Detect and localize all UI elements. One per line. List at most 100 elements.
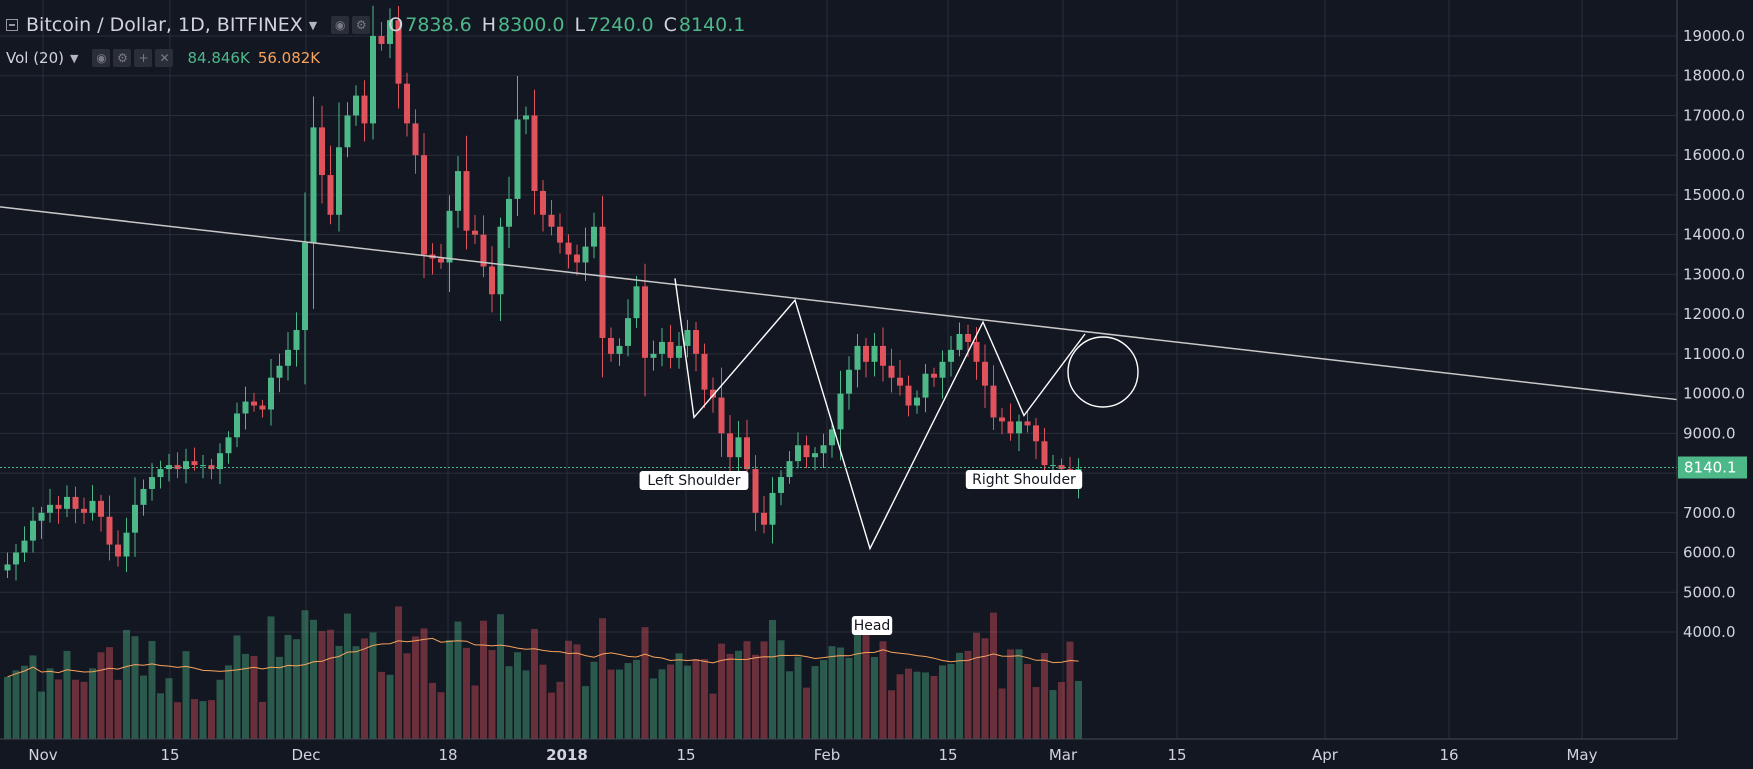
breakout-circle[interactable] xyxy=(1067,336,1139,408)
volume-bar xyxy=(378,671,385,739)
candle xyxy=(1024,410,1031,433)
candle xyxy=(1016,414,1022,452)
gear-icon[interactable]: ⚙ xyxy=(113,49,132,67)
candle xyxy=(548,199,555,236)
volume-bar xyxy=(820,660,827,739)
candle-body xyxy=(905,385,912,406)
volume-moving-average-line xyxy=(7,637,1079,678)
candle-body xyxy=(157,469,164,478)
candle-body xyxy=(650,353,657,358)
candle-body xyxy=(259,405,266,410)
candle-body xyxy=(89,500,96,513)
price-tag-box xyxy=(1678,456,1747,479)
volume-bar xyxy=(123,629,130,739)
candle xyxy=(106,495,113,561)
price-tick-label: 19000.0 xyxy=(1683,27,1745,45)
candle-body xyxy=(897,377,903,386)
candle xyxy=(625,299,631,357)
price-tag-text: 8140.1 xyxy=(1684,459,1737,477)
candle xyxy=(506,176,512,248)
volume-ma-value: 56.082K xyxy=(257,49,321,67)
price-axis[interactable] xyxy=(1677,0,1753,769)
volume-bar xyxy=(250,655,258,739)
time-tick-label: 15 xyxy=(676,746,695,764)
candle xyxy=(404,72,410,137)
candle xyxy=(480,215,487,278)
candle xyxy=(47,488,53,523)
annotation-label[interactable]: Right Shoulder xyxy=(965,470,1083,489)
symbol-title[interactable]: Bitcoin / Dollar, 1D, BITFINEX xyxy=(26,14,303,36)
descending-trendline[interactable] xyxy=(0,206,1678,401)
candle-body xyxy=(982,361,988,386)
volume-bar xyxy=(446,640,453,739)
candle xyxy=(616,338,623,366)
volume-bar xyxy=(276,656,283,739)
volume-bar xyxy=(318,631,326,739)
candle xyxy=(863,338,869,378)
annotation-text: Left Shoulder xyxy=(647,473,740,489)
volume-indicator-label[interactable]: Vol (20) xyxy=(6,49,65,67)
volume-bar xyxy=(437,692,445,739)
candle-body xyxy=(480,234,487,267)
volume-bar xyxy=(701,659,708,739)
annotation-box xyxy=(965,470,1083,489)
candle xyxy=(557,213,563,254)
candle-body xyxy=(667,341,674,358)
candle-body xyxy=(999,417,1005,422)
plus-icon[interactable]: + xyxy=(134,49,153,67)
candle xyxy=(200,455,206,479)
candle-body xyxy=(361,95,368,124)
candle xyxy=(140,479,147,516)
candle-body xyxy=(863,345,869,362)
candle-body xyxy=(888,365,895,378)
volume-bar xyxy=(1024,663,1031,739)
volume-bar xyxy=(726,653,734,739)
candle-body xyxy=(931,373,937,378)
candle xyxy=(931,367,937,387)
candle xyxy=(778,470,784,506)
time-tick-label: Apr xyxy=(1312,746,1339,764)
candle xyxy=(489,246,495,313)
chevron-down-icon[interactable]: ▼ xyxy=(70,51,79,65)
time-tick-label: 16 xyxy=(1439,746,1458,764)
settings-icon[interactable]: ◉ xyxy=(92,49,111,67)
candle-body xyxy=(217,453,223,470)
head-and-shoulders-pattern-lines[interactable] xyxy=(674,278,1086,551)
candle xyxy=(251,392,257,412)
price-tick-label: 5000.0 xyxy=(1683,583,1736,601)
chevron-down-icon[interactable]: ▼ xyxy=(308,18,318,32)
volume-bar xyxy=(335,645,343,739)
volume-bar xyxy=(148,640,156,739)
annotation-label[interactable]: Head xyxy=(851,616,893,635)
gear-icon[interactable]: ⚙ xyxy=(352,16,371,34)
close-key: C xyxy=(663,14,677,36)
candle-body xyxy=(183,461,189,470)
candle-body xyxy=(463,171,470,231)
candle xyxy=(497,217,504,321)
volume-bar xyxy=(182,651,190,739)
candle-body xyxy=(276,365,283,378)
symbol-row: Bitcoin / Dollar, 1D, BITFINEX ▼ ◉ ⚙ O 78… xyxy=(6,14,745,36)
volume-bar xyxy=(573,644,581,739)
volume-bar xyxy=(956,652,963,739)
volume-bar xyxy=(497,614,504,739)
annotation-label[interactable]: Left Shoulder xyxy=(639,471,749,490)
candle xyxy=(676,332,682,369)
volume-bar xyxy=(854,624,861,739)
close-icon[interactable]: ✕ xyxy=(155,49,174,67)
candle xyxy=(361,80,368,142)
candle-body xyxy=(13,552,19,565)
candle-body xyxy=(115,544,121,557)
settings-icon[interactable]: ◉ xyxy=(331,16,350,34)
volume-bar xyxy=(650,678,657,739)
candle xyxy=(455,156,461,228)
volume-bar xyxy=(862,634,870,739)
volume-bar xyxy=(157,693,164,739)
collapse-icon[interactable] xyxy=(6,19,18,31)
candle-body xyxy=(718,397,725,434)
candlesticks xyxy=(4,5,1082,581)
candle-body xyxy=(956,334,963,350)
price-tick-label: 7000.0 xyxy=(1683,504,1736,522)
volume-bar xyxy=(837,647,844,739)
